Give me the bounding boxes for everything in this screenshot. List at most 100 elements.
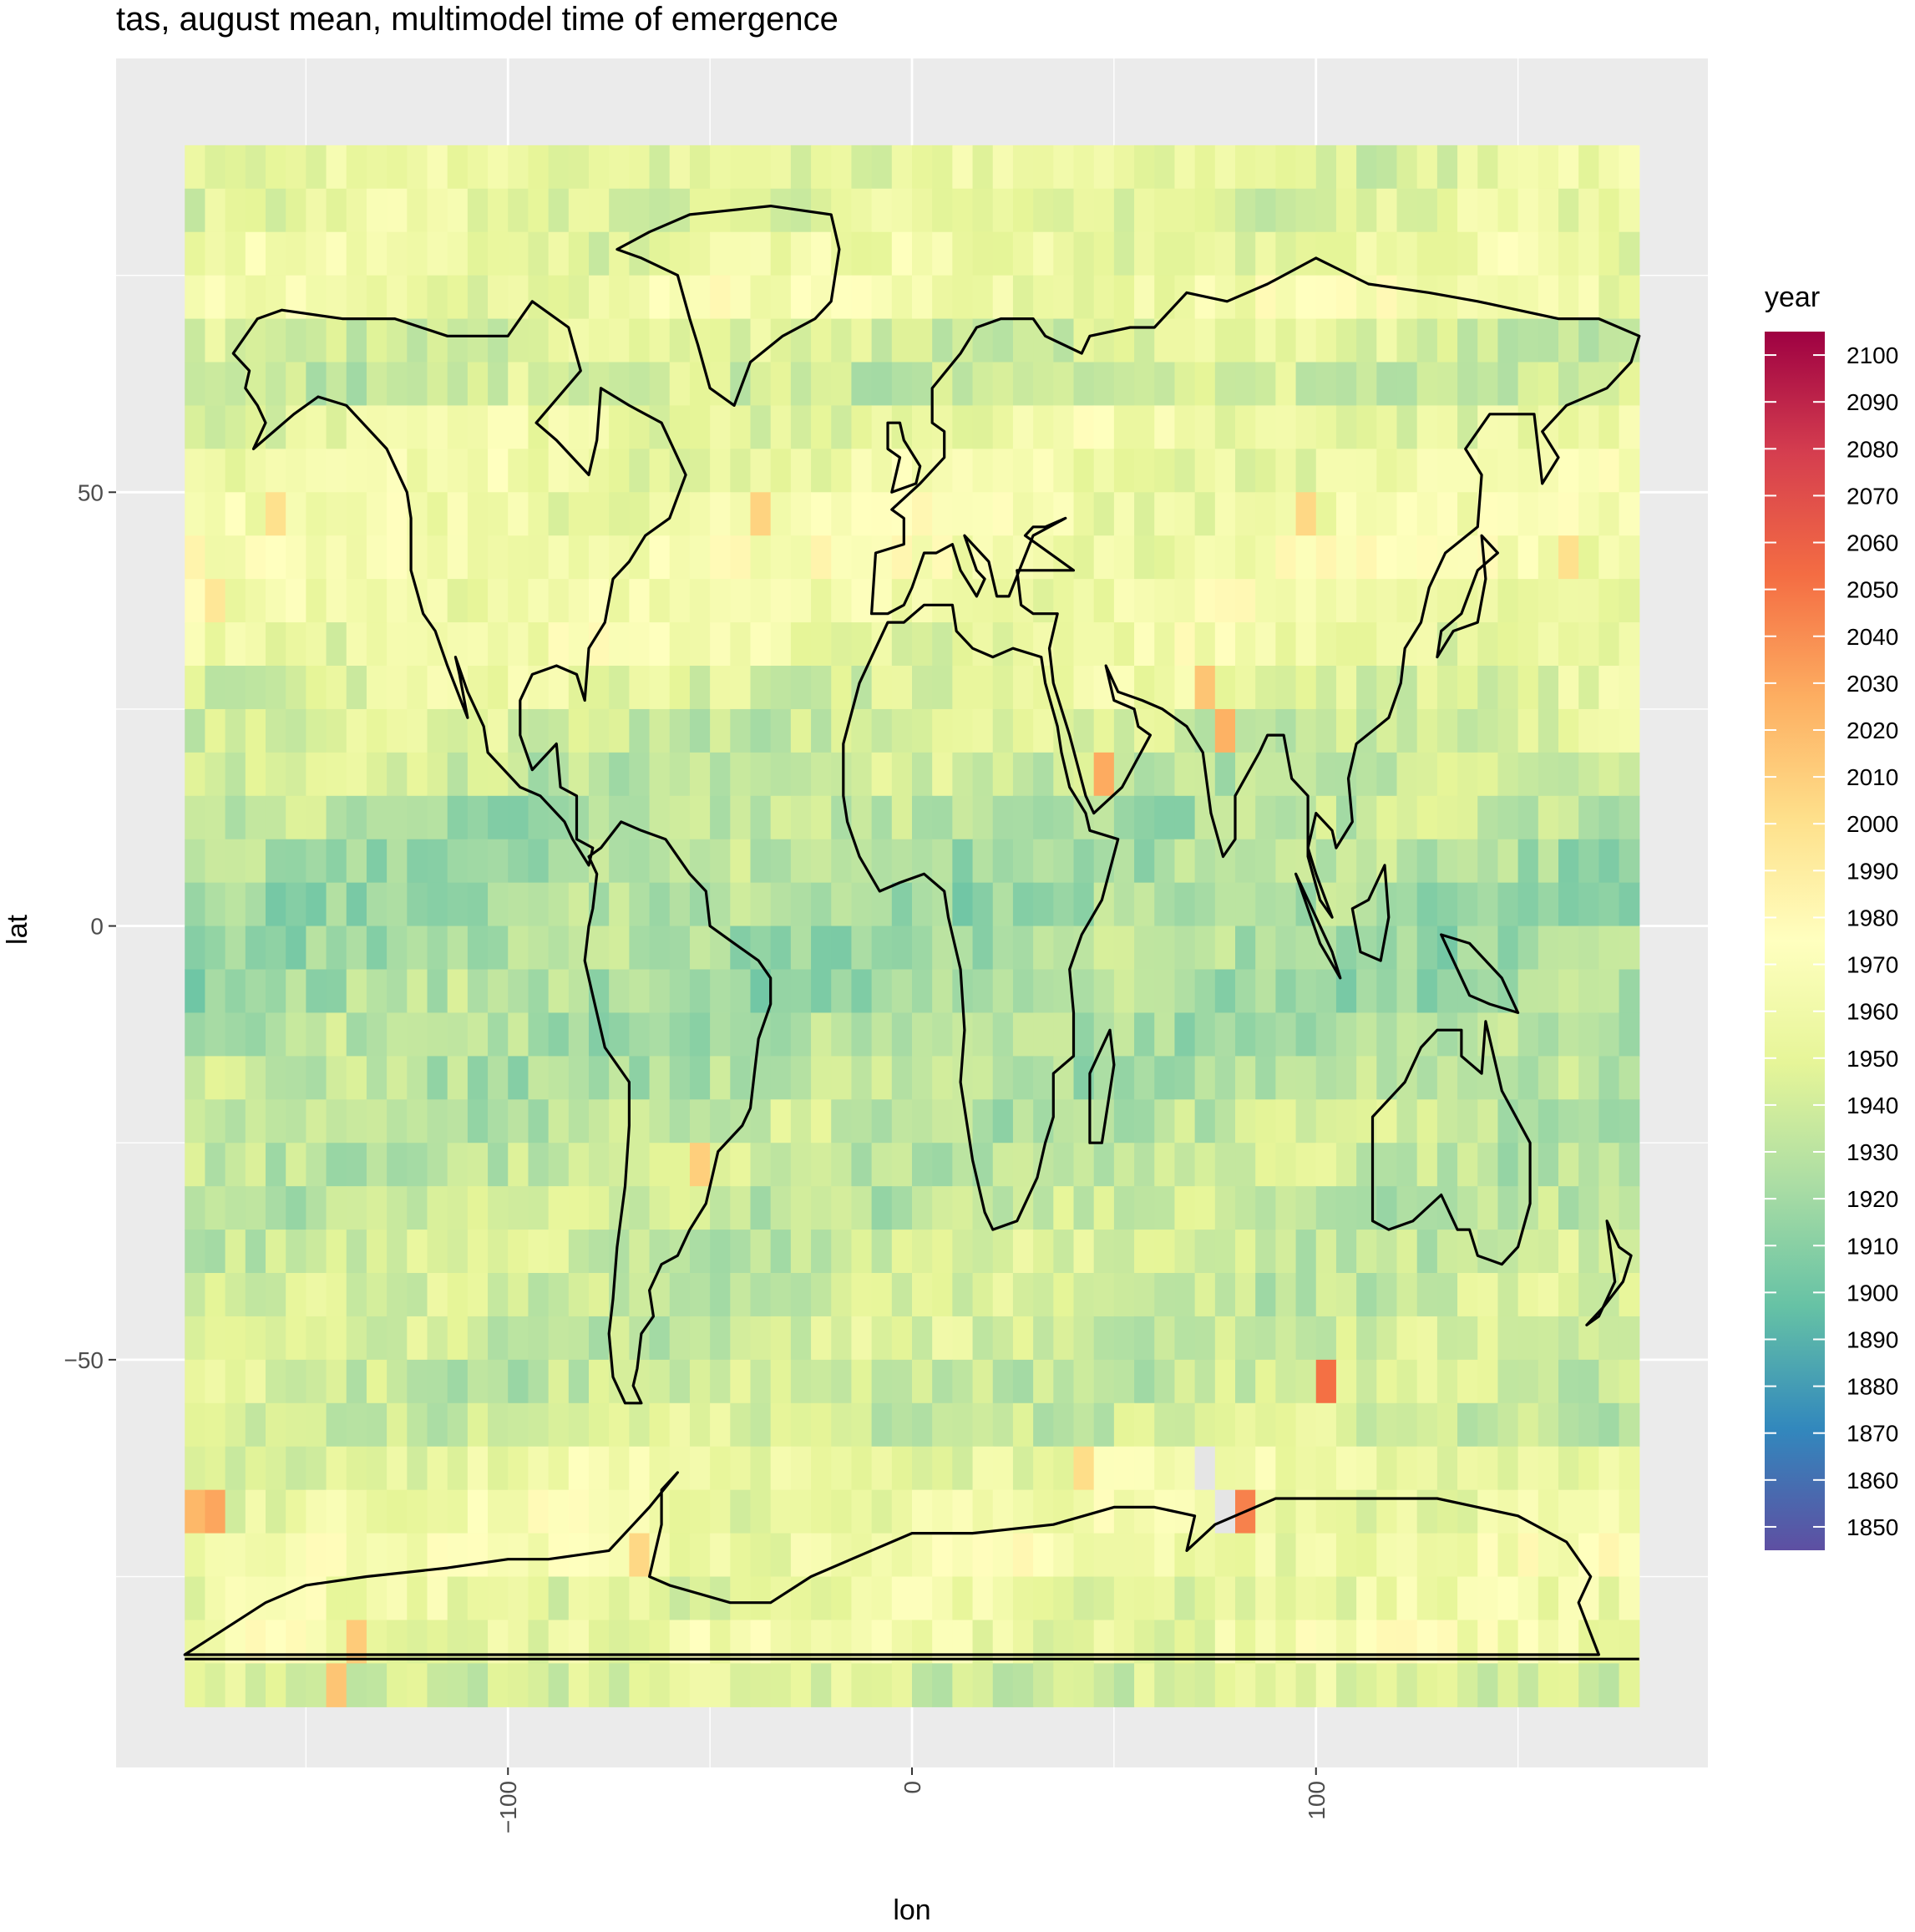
heatmap-cell: [1598, 839, 1620, 884]
heatmap-cell: [851, 318, 873, 363]
heatmap-cell: [488, 362, 509, 407]
heatmap-cell: [669, 318, 691, 363]
heatmap-cell: [1598, 752, 1620, 797]
heatmap-cell: [588, 318, 610, 363]
heatmap-cell: [1194, 145, 1216, 190]
heatmap-cell: [588, 1620, 610, 1664]
heatmap-cell: [790, 1230, 812, 1274]
heatmap-cell: [1275, 1620, 1297, 1664]
heatmap-cell: [1497, 579, 1519, 623]
heatmap-cell: [1578, 405, 1599, 449]
heatmap-cell: [528, 622, 550, 667]
heatmap-cell: [952, 362, 974, 407]
heatmap-cell: [1497, 145, 1519, 190]
heatmap-cell: [932, 969, 953, 1014]
heatmap-cell: [1396, 362, 1418, 407]
heatmap-cell: [1376, 231, 1398, 276]
heatmap-cell: [1113, 1230, 1135, 1274]
heatmap-cell: [1194, 1186, 1216, 1230]
heatmap-cell: [669, 1402, 691, 1448]
heatmap-cell: [689, 492, 711, 536]
colorbar-tick-label: 2000: [1847, 811, 1898, 837]
coastline-outlines: [183, 205, 1641, 1661]
heatmap-cell: [407, 752, 428, 797]
heatmap-cell: [1174, 449, 1196, 493]
heatmap-cell: [588, 1402, 610, 1448]
heatmap-cell: [1335, 1576, 1357, 1621]
heatmap-cell: [831, 579, 853, 623]
heatmap-cell: [710, 145, 731, 190]
heatmap-cell: [1619, 1143, 1640, 1187]
heatmap-cell: [1134, 1402, 1155, 1448]
heatmap-cell: [932, 925, 953, 971]
heatmap-cell: [710, 318, 731, 363]
heatmap-cell: [407, 145, 428, 190]
heatmap-cell: [1436, 839, 1458, 884]
heatmap-cell: [366, 1489, 388, 1534]
heatmap-cell: [1113, 925, 1135, 971]
heatmap-cell: [992, 1273, 1014, 1317]
heatmap-cell: [1497, 188, 1519, 233]
heatmap-cell: [1033, 969, 1054, 1014]
heatmap-cell: [467, 666, 489, 710]
heatmap-cell: [1598, 1056, 1620, 1100]
heatmap-cell: [871, 1186, 893, 1230]
heatmap-cell: [912, 1230, 933, 1274]
heatmap-cell: [488, 1446, 509, 1491]
heatmap-cell: [891, 1273, 913, 1317]
heatmap-cell: [972, 1099, 994, 1143]
heatmap-cell: [1578, 752, 1599, 797]
heatmap-cell: [710, 1056, 731, 1100]
heatmap-cell: [1558, 1012, 1579, 1057]
heatmap-cell: [467, 1663, 489, 1707]
heatmap-cell: [790, 666, 812, 710]
heatmap-cell: [387, 145, 408, 190]
heatmap-cell: [1113, 1012, 1135, 1057]
heatmap-cell: [185, 925, 206, 971]
heatmap-cell: [447, 969, 469, 1014]
heatmap-cell: [185, 492, 206, 536]
heatmap-cell: [1255, 666, 1276, 710]
heatmap-cell: [1436, 318, 1458, 363]
heatmap-cell: [1517, 579, 1539, 623]
heatmap-cell: [891, 1489, 913, 1534]
heatmap-cell: [1154, 1186, 1176, 1230]
heatmap-cell: [1598, 708, 1620, 753]
heatmap-cell: [1497, 1143, 1519, 1187]
heatmap-cell: [1335, 188, 1357, 233]
heatmap-cell: [467, 622, 489, 667]
heatmap-cell: [1497, 405, 1519, 449]
heatmap-cell: [1295, 1663, 1317, 1707]
heatmap-cell: [871, 318, 893, 363]
heatmap-cell: [1194, 1576, 1216, 1621]
heatmap-cell: [568, 579, 590, 623]
heatmap-cell: [1457, 1099, 1478, 1143]
heatmap-cell: [488, 1230, 509, 1274]
heatmap-cell: [1113, 795, 1135, 840]
heatmap-cell: [871, 1143, 893, 1187]
heatmap-cell: [629, 1099, 651, 1143]
heatmap-cell: [1497, 1186, 1519, 1230]
heatmap-cell: [387, 839, 408, 884]
heatmap-cell: [1598, 1663, 1620, 1707]
coastline-australia: [1370, 1020, 1532, 1266]
heatmap-cell: [1295, 1533, 1317, 1578]
heatmap-cell: [831, 1143, 853, 1187]
heatmap-cell: [488, 1186, 509, 1230]
heatmap-cell: [912, 795, 933, 840]
heatmap-cell: [528, 1230, 550, 1274]
heatmap-cell: [1154, 275, 1176, 320]
heatmap-cell: [548, 1316, 570, 1361]
heatmap-cell: [427, 1143, 448, 1187]
heatmap-cell: [1517, 1533, 1539, 1578]
heatmap-cell: [488, 1273, 509, 1317]
heatmap-cell: [1295, 708, 1317, 753]
heatmap-cell: [488, 1316, 509, 1361]
heatmap-cell: [528, 145, 550, 190]
heatmap-cell: [1093, 535, 1115, 580]
heatmap-cell: [1134, 795, 1155, 840]
heatmap-cell: [1335, 1359, 1357, 1404]
heatmap-cell: [1174, 708, 1196, 753]
heatmap-cell: [548, 1620, 570, 1664]
heatmap-cell: [488, 708, 509, 753]
